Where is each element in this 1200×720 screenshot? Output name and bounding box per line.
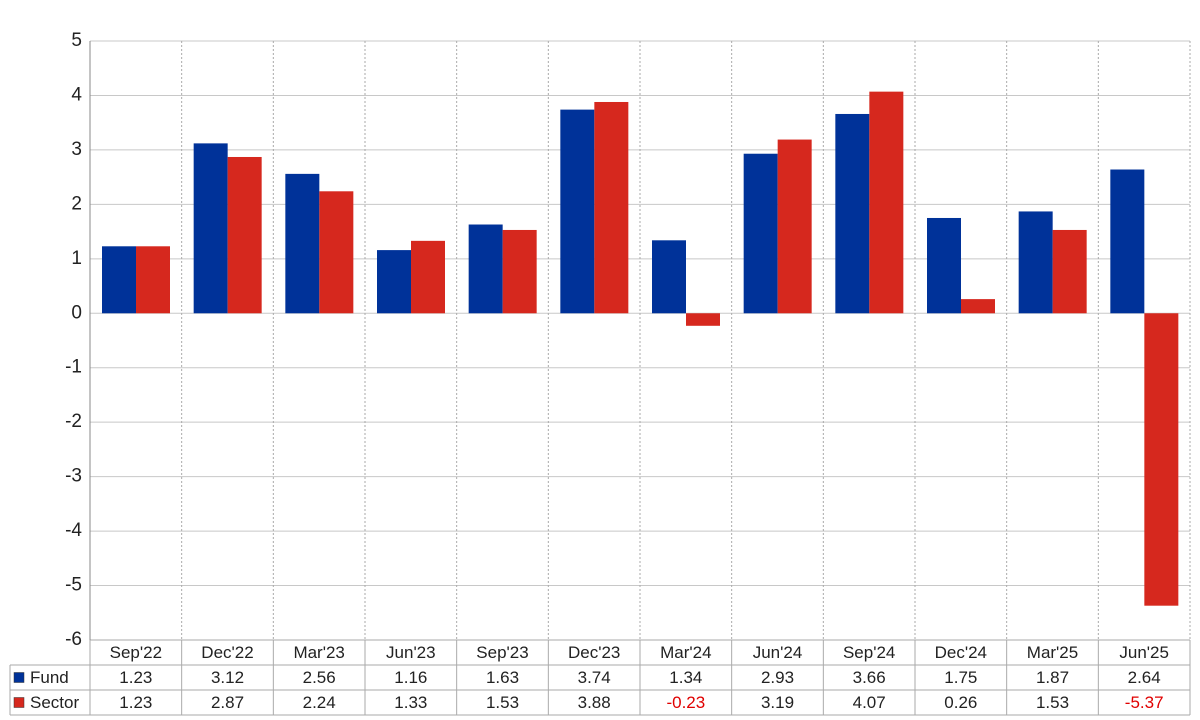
bar bbox=[377, 250, 411, 314]
table-value: 1.53 bbox=[1036, 693, 1069, 712]
x-tick-label: Dec'24 bbox=[935, 643, 987, 662]
table-value: 1.23 bbox=[119, 693, 152, 712]
table-value: -0.23 bbox=[666, 693, 705, 712]
table-value: -5.37 bbox=[1125, 693, 1164, 712]
x-tick-label: Dec'22 bbox=[201, 643, 253, 662]
bar bbox=[319, 191, 354, 314]
table-value: 1.87 bbox=[1036, 668, 1069, 687]
x-tick-label: Jun'24 bbox=[753, 643, 803, 662]
y-tick-label: 2 bbox=[71, 193, 82, 214]
legend-swatch bbox=[13, 697, 25, 708]
y-tick-label: -3 bbox=[65, 466, 82, 487]
bar bbox=[594, 101, 629, 314]
y-tick-label: 0 bbox=[71, 302, 82, 323]
y-tick-label: 5 bbox=[71, 30, 82, 51]
y-tick-label: 4 bbox=[71, 84, 82, 105]
table-value: 4.07 bbox=[853, 693, 886, 712]
legend-label: Fund bbox=[30, 668, 69, 687]
y-tick-label: -4 bbox=[65, 520, 82, 541]
x-tick-label: Jun'23 bbox=[386, 643, 436, 662]
x-tick-label: Sep'23 bbox=[476, 643, 528, 662]
bar bbox=[285, 173, 320, 314]
bar bbox=[652, 240, 686, 314]
table-value: 2.64 bbox=[1128, 668, 1161, 687]
bar bbox=[1110, 169, 1145, 314]
y-tick-label: 1 bbox=[71, 248, 82, 269]
table-value: 1.33 bbox=[394, 693, 427, 712]
bar bbox=[835, 113, 870, 314]
bar bbox=[927, 217, 961, 314]
y-tick-label: -1 bbox=[65, 357, 82, 378]
bar bbox=[743, 153, 778, 314]
y-tick-label: 3 bbox=[71, 139, 82, 160]
bar bbox=[1052, 229, 1087, 314]
table-value: 3.74 bbox=[578, 668, 611, 687]
bar bbox=[136, 246, 170, 314]
bar bbox=[227, 156, 262, 314]
table-value: 2.24 bbox=[303, 693, 336, 712]
x-tick-label: Sep'22 bbox=[110, 643, 162, 662]
x-tick-label: Dec'23 bbox=[568, 643, 620, 662]
table-value: 2.93 bbox=[761, 668, 794, 687]
x-tick-label: Mar'23 bbox=[293, 643, 344, 662]
bar bbox=[961, 299, 995, 314]
x-tick-label: Sep'24 bbox=[843, 643, 895, 662]
bar bbox=[1018, 211, 1053, 314]
y-tick-label: -6 bbox=[65, 629, 82, 650]
bar bbox=[193, 143, 228, 314]
table-value: 1.75 bbox=[944, 668, 977, 687]
bar bbox=[560, 109, 595, 314]
table-value: 0.26 bbox=[944, 693, 977, 712]
x-tick-label: Mar'24 bbox=[660, 643, 711, 662]
table-value: 1.63 bbox=[486, 668, 519, 687]
table-value: 1.34 bbox=[669, 668, 702, 687]
bar bbox=[777, 139, 812, 314]
y-tick-label: -5 bbox=[65, 575, 82, 596]
y-tick-label: -2 bbox=[65, 411, 82, 432]
legend-swatch bbox=[13, 672, 25, 683]
table-value: 3.12 bbox=[211, 668, 244, 687]
bar bbox=[468, 224, 503, 314]
table-value: 3.88 bbox=[578, 693, 611, 712]
bar bbox=[411, 240, 445, 314]
table-value: 2.87 bbox=[211, 693, 244, 712]
bar bbox=[869, 91, 904, 314]
x-tick-label: Mar'25 bbox=[1027, 643, 1078, 662]
table-value: 1.16 bbox=[394, 668, 427, 687]
bar bbox=[686, 313, 720, 326]
x-tick-label: Jun'25 bbox=[1119, 643, 1169, 662]
table-value: 1.23 bbox=[119, 668, 152, 687]
table-value: 1.53 bbox=[486, 693, 519, 712]
table-value: 2.56 bbox=[303, 668, 336, 687]
table-value: 3.19 bbox=[761, 693, 794, 712]
legend-label: Sector bbox=[30, 693, 79, 712]
bar bbox=[1144, 313, 1179, 606]
bar bbox=[502, 229, 537, 314]
bar bbox=[102, 246, 136, 314]
table-value: 3.66 bbox=[853, 668, 886, 687]
